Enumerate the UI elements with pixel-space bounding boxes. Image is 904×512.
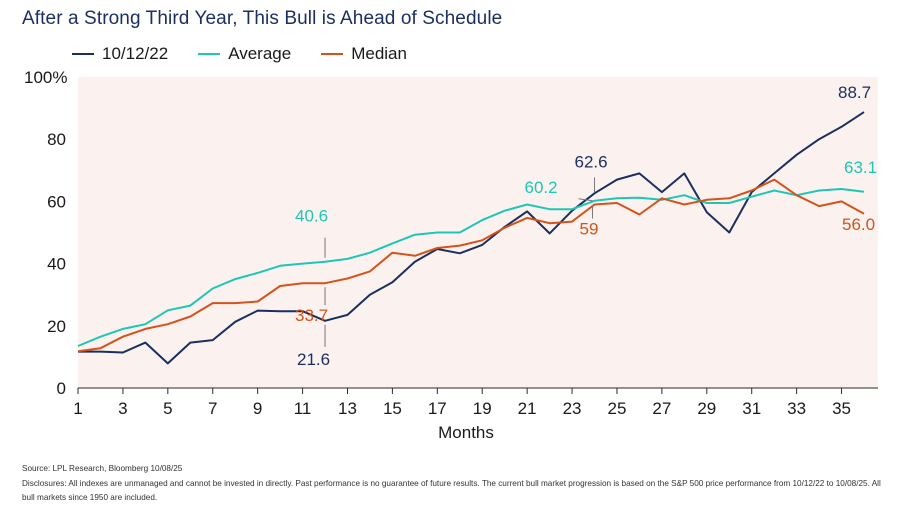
data-label: 33.7 (295, 306, 328, 325)
data-label: 60.2 (525, 178, 558, 197)
y-tick-label: 40 (47, 255, 66, 274)
x-tick-label: 33 (787, 399, 806, 418)
x-tick-label: 35 (832, 399, 851, 418)
data-label: 88.7 (838, 83, 871, 102)
chart-legend: 10/12/22 Average Median (72, 44, 407, 64)
data-label: 62.6 (575, 152, 608, 171)
source-note: Source: LPL Research, Bloomberg 10/08/25 (22, 464, 183, 473)
data-label: 40.6 (295, 207, 328, 226)
y-tick-label: 0 (57, 379, 66, 398)
legend-item-average: Average (198, 44, 291, 64)
x-tick-label: 3 (118, 399, 127, 418)
legend-label-median: Median (351, 44, 407, 63)
x-tick-label: 1 (73, 399, 82, 418)
annotation-leader (578, 198, 593, 202)
x-tick-label: 19 (473, 399, 492, 418)
plot-background (78, 77, 878, 388)
legend-swatch-median (321, 53, 344, 55)
x-tick-label: 11 (294, 399, 312, 418)
data-label: 59 (580, 220, 599, 239)
y-tick-label: 20 (47, 317, 66, 336)
legend-swatch-average (198, 53, 221, 55)
x-tick-label: 7 (208, 399, 217, 418)
x-tick-label: 13 (338, 399, 357, 418)
series-line-average (77, 188, 865, 347)
chart-title: After a Strong Third Year, This Bull is … (22, 8, 503, 29)
y-tick-label: 100% (24, 68, 67, 87)
legend-item-10-12-22: 10/12/22 (72, 44, 168, 64)
x-tick-label: 23 (563, 399, 582, 418)
x-tick-label: 31 (742, 399, 761, 418)
y-tick-label: 80 (47, 130, 66, 149)
x-tick-label: 27 (652, 399, 671, 418)
data-label: 63.1 (844, 158, 877, 177)
x-axis-title: Months (438, 423, 494, 442)
data-label: 56.0 (842, 215, 875, 234)
x-tick-label: 17 (428, 399, 447, 418)
data-label: 21.6 (297, 350, 330, 369)
legend-label-average: Average (228, 44, 292, 63)
disclosure-note: Disclosures: All indexes are unmanaged a… (22, 479, 881, 502)
x-tick-label: 25 (608, 399, 627, 418)
x-tick-label: 5 (163, 399, 172, 418)
x-tick-label: 9 (253, 399, 262, 418)
legend-swatch-10-12-22 (72, 53, 94, 55)
x-tick-label: 29 (697, 399, 716, 418)
series-line-median (77, 178, 865, 353)
legend-label-10-12-22: 10/12/22 (102, 44, 169, 63)
y-tick-label: 60 (47, 192, 66, 211)
series-line-10-12-22 (78, 111, 865, 365)
legend-item-median: Median (321, 44, 407, 64)
x-tick-label: 15 (383, 399, 402, 418)
x-tick-label: 21 (518, 399, 537, 418)
